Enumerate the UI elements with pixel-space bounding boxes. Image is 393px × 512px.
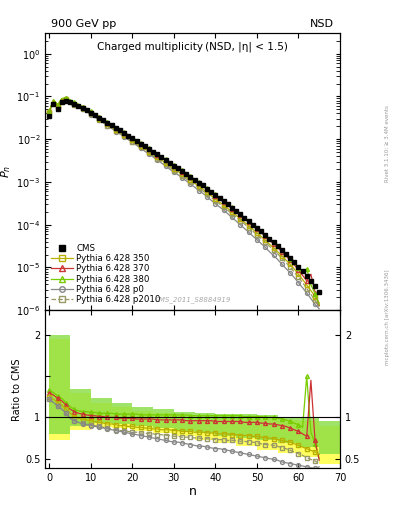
Text: Rivet 3.1.10; ≥ 3.4M events: Rivet 3.1.10; ≥ 3.4M events [385, 105, 390, 182]
X-axis label: n: n [189, 485, 196, 498]
Text: NSD: NSD [310, 19, 334, 29]
Text: mcplots.cern.ch [arXiv:1306.3436]: mcplots.cern.ch [arXiv:1306.3436] [385, 270, 390, 365]
Text: CMS_2011_S8884919: CMS_2011_S8884919 [154, 296, 231, 303]
Text: 900 GeV pp: 900 GeV pp [51, 19, 116, 29]
Y-axis label: Ratio to CMS: Ratio to CMS [12, 358, 22, 420]
Legend: CMS, Pythia 6.428 350, Pythia 6.428 370, Pythia 6.428 380, Pythia 6.428 p0, Pyth: CMS, Pythia 6.428 350, Pythia 6.428 370,… [50, 242, 162, 306]
Text: Charged multiplicity (NSD, |η| < 1.5): Charged multiplicity (NSD, |η| < 1.5) [97, 41, 288, 52]
Y-axis label: $P_n$: $P_n$ [0, 165, 13, 178]
